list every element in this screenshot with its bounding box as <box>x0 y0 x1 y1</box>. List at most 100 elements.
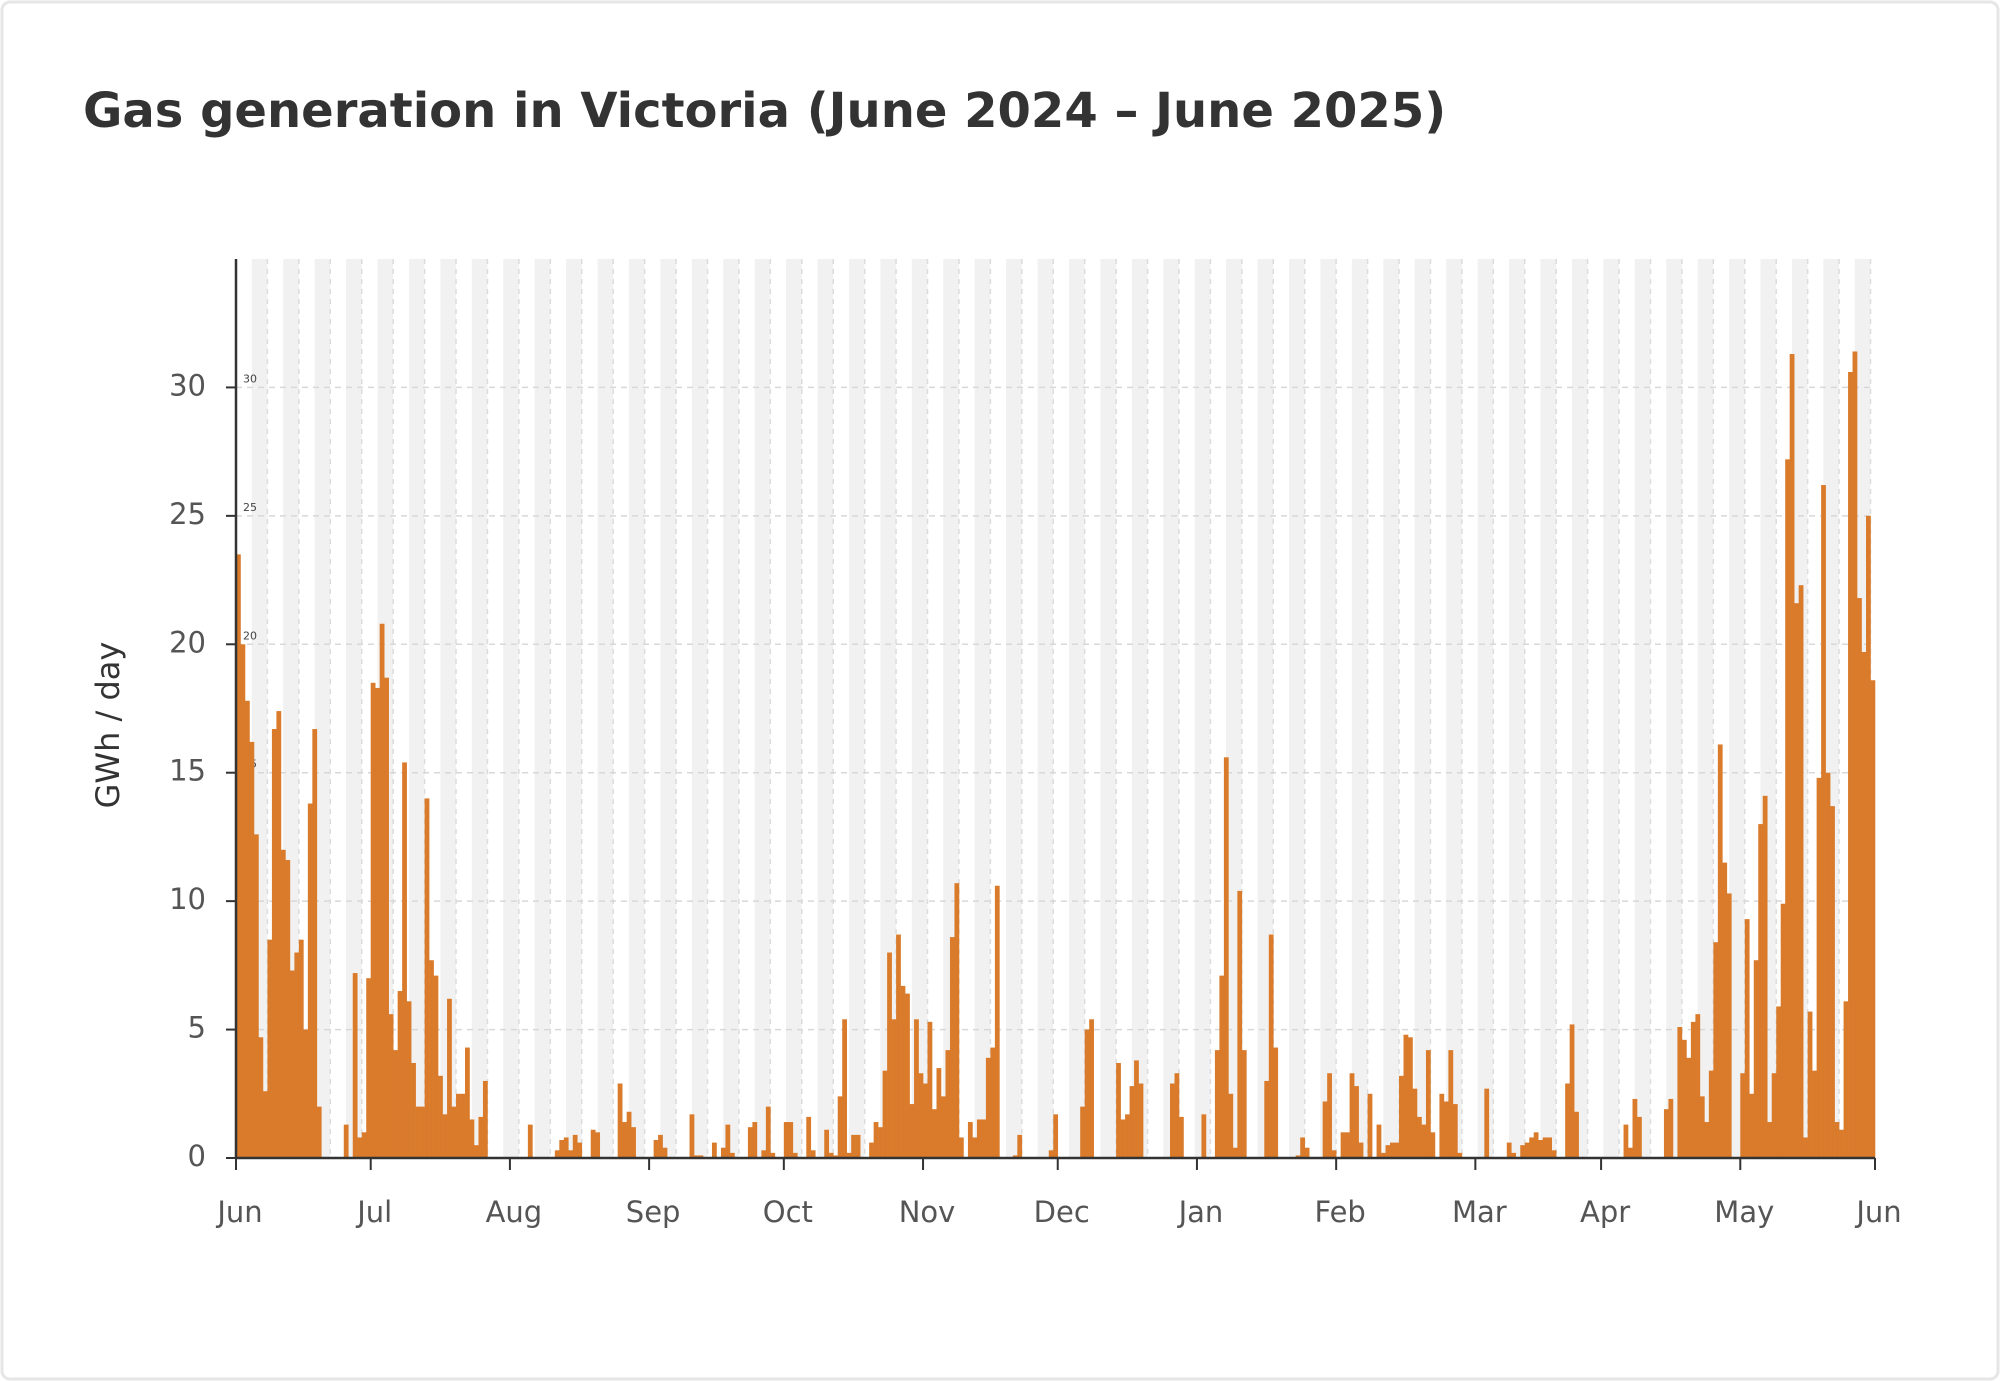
x-tick-label: May <box>1714 1195 1774 1229</box>
bar <box>1547 1137 1552 1158</box>
bar <box>1699 1096 1705 1158</box>
bar <box>1740 1073 1746 1158</box>
bar <box>1767 1122 1773 1158</box>
bar <box>1394 1142 1400 1158</box>
y-tick-label: 30 <box>169 368 206 402</box>
bar <box>1637 1116 1642 1158</box>
bar <box>954 883 960 1158</box>
bar <box>307 803 313 1158</box>
week-band <box>660 259 677 1158</box>
bar <box>1237 890 1243 1158</box>
bar <box>927 1021 933 1158</box>
x-tick-label: Oct <box>763 1195 813 1229</box>
week-band <box>1131 259 1148 1158</box>
bar <box>810 1150 816 1158</box>
bar <box>433 975 439 1158</box>
bar <box>1201 1114 1207 1158</box>
bar <box>1776 1006 1782 1158</box>
bar <box>990 1047 996 1158</box>
bar <box>370 682 376 1158</box>
bar <box>1708 1070 1714 1158</box>
bar <box>1794 603 1799 1158</box>
bar <box>388 1014 394 1158</box>
bar <box>262 1091 268 1158</box>
bar <box>891 1019 897 1158</box>
bar <box>900 985 906 1158</box>
bar <box>563 1137 569 1158</box>
bar <box>316 1106 322 1158</box>
bar <box>240 644 246 1158</box>
bar <box>846 1152 852 1158</box>
bar <box>1771 1073 1777 1158</box>
bar <box>1327 1073 1332 1158</box>
bar <box>1125 1114 1130 1158</box>
week-band <box>1634 259 1651 1158</box>
bar <box>1542 1137 1548 1158</box>
bar <box>622 1122 627 1158</box>
week-band <box>974 259 991 1158</box>
bar <box>1551 1150 1557 1158</box>
bar <box>1834 1122 1840 1158</box>
bar <box>1228 1093 1234 1158</box>
x-tick-label: Feb <box>1314 1195 1365 1229</box>
bar <box>1574 1111 1579 1158</box>
x-tick-label: Nov <box>899 1195 956 1229</box>
bar <box>1632 1098 1638 1158</box>
bar <box>1717 744 1723 1158</box>
week-band <box>1414 259 1431 1158</box>
bar <box>1345 1132 1350 1158</box>
bar <box>415 1106 421 1158</box>
bar <box>1538 1140 1544 1158</box>
bar <box>837 1096 843 1158</box>
bar <box>1825 772 1831 1158</box>
bar <box>833 1155 839 1158</box>
week-band <box>1068 259 1085 1158</box>
y-inner-label: 25 <box>243 501 257 514</box>
bar <box>451 1106 457 1158</box>
bar <box>1677 1027 1683 1158</box>
bar <box>460 1093 466 1158</box>
week-band <box>1540 259 1557 1158</box>
bar <box>411 1062 416 1158</box>
bar <box>918 1073 924 1158</box>
bar <box>267 939 273 1158</box>
bar <box>828 1152 834 1158</box>
bar <box>1852 351 1858 1158</box>
bar <box>1704 1122 1710 1158</box>
week-band <box>1571 259 1588 1158</box>
bar <box>572 1134 578 1158</box>
bar <box>482 1080 488 1158</box>
bar <box>366 978 372 1158</box>
bar <box>294 952 300 1158</box>
week-band <box>1289 259 1305 1158</box>
bar <box>1412 1088 1418 1158</box>
bar <box>1623 1124 1629 1158</box>
bar <box>626 1111 632 1158</box>
bar <box>1861 651 1867 1158</box>
bar <box>1174 1073 1180 1158</box>
y-tick-label: 25 <box>169 497 206 531</box>
bar <box>1744 919 1750 1158</box>
bar <box>1780 903 1786 1158</box>
bar <box>473 1145 479 1158</box>
bar <box>662 1147 668 1158</box>
week-band <box>1320 259 1337 1158</box>
bar <box>1866 515 1871 1158</box>
bar <box>1839 1129 1844 1158</box>
week-band <box>1477 259 1494 1158</box>
x-tick-label: Dec <box>1034 1195 1090 1229</box>
bar <box>869 1142 874 1158</box>
bar <box>1376 1124 1382 1158</box>
bar <box>1304 1147 1310 1158</box>
bar <box>914 1019 919 1158</box>
bar <box>1340 1132 1346 1158</box>
bar <box>878 1127 883 1158</box>
y-tick-label: 5 <box>188 1011 206 1045</box>
bar <box>1084 1029 1090 1158</box>
bar <box>976 1119 982 1158</box>
bar <box>285 860 291 1158</box>
bar <box>896 934 901 1158</box>
bar <box>298 939 304 1158</box>
